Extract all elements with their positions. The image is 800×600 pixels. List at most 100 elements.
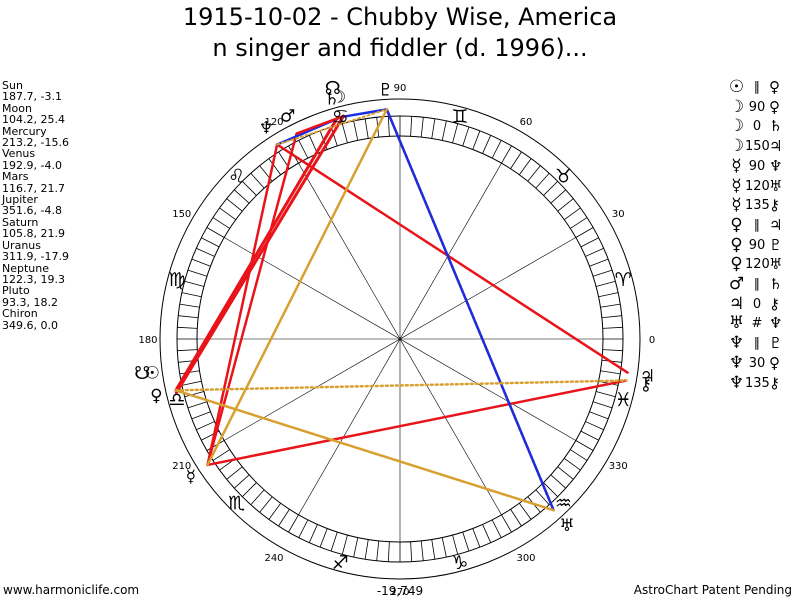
degree-tick	[206, 227, 225, 238]
aspect-row: ♀ ∥ ♃	[728, 214, 798, 236]
degree-label: 300	[516, 553, 535, 564]
degree-tick	[550, 474, 566, 489]
degree-tick	[191, 411, 211, 420]
degree-tick	[420, 540, 424, 561]
degree-tick	[234, 189, 250, 204]
outer-ring	[159, 98, 641, 580]
degree-tick	[595, 280, 616, 287]
sign-glyph-leo: ♌	[228, 166, 245, 188]
degree-tick	[278, 509, 290, 527]
degree-tick	[580, 237, 599, 248]
aspect-planet-2: ⚷	[769, 373, 780, 392]
aspect-line	[174, 116, 339, 392]
degree-tick	[184, 280, 205, 287]
planet-coords-mercury: 213.2, -15.6	[2, 136, 69, 150]
degree-tick	[308, 135, 318, 154]
degree-tick	[510, 509, 522, 527]
planet-glyph-pluto: ♇	[378, 80, 393, 100]
planet-coords-venus: 192.9, -4.0	[2, 158, 62, 172]
degree-tick	[184, 391, 205, 398]
degree-tick	[431, 118, 436, 139]
footer-patent: AstroChart Patent Pending	[633, 583, 792, 597]
planet-glyph-venus: ♀	[150, 386, 162, 406]
degree-tick	[196, 421, 215, 431]
degree-tick	[298, 140, 309, 159]
aspect-planet-1: ♆	[728, 352, 745, 373]
aspect-planet-2: ♄	[769, 275, 783, 294]
degree-tick	[226, 466, 243, 480]
degree-tick	[600, 370, 621, 375]
aspect-type: 135	[745, 198, 770, 214]
aspect-planet-2: ♇	[769, 334, 783, 353]
footer-center-value: -19,749	[376, 584, 424, 598]
aspect-type: ∥	[753, 80, 761, 95]
aspect-row: ♀ 120 ♅	[728, 255, 798, 275]
aspect-planet-2: ♃	[769, 215, 783, 234]
degree-tick	[557, 198, 574, 212]
aspect-type: 90	[748, 158, 766, 174]
chart-title-line-1: 1915-10-02 - Chubby Wise, America	[182, 3, 618, 31]
planet-name-venus: Venus	[2, 147, 36, 161]
sign-glyph-libra: ♎	[168, 389, 185, 411]
degree-tick	[181, 292, 202, 298]
degree-label: 330	[609, 461, 628, 472]
planet-glyph-chiron: ⚷	[640, 375, 652, 395]
aspect-line	[275, 143, 629, 374]
degree-tick	[431, 539, 436, 560]
degree-tick	[288, 514, 299, 533]
aspect-planet-2: ⚷	[769, 294, 780, 313]
degree-tick	[177, 326, 198, 329]
aspect-type: ∥	[753, 277, 761, 293]
aspect-planet-1: ♆	[728, 333, 745, 354]
planet-name-uranus: Uranus	[2, 238, 41, 252]
degree-tick	[589, 411, 609, 420]
degree-tick	[501, 145, 512, 164]
wheel-labels: 0 30 60 90 120 150 180 210 240 270 300 330 ♈ ♉ ♊ ♋ ♌ ♍ ♎ ♏ ♐…	[134, 78, 655, 598]
degree-tick	[441, 120, 447, 141]
degree-label: 210	[172, 461, 191, 472]
aspect-row: ♂ ∥ ♄	[728, 274, 798, 295]
footer-website: www.harmoniclife.com	[3, 583, 140, 597]
aspect-type: 30	[748, 355, 766, 371]
degree-tick	[462, 531, 470, 552]
chart-title-line-2: n singer and fiddler (d. 1996)...	[212, 34, 588, 62]
sign-glyph-cancer: ♋	[332, 106, 349, 128]
degree-tick	[482, 135, 492, 154]
degree-tick	[501, 514, 512, 533]
aspect-line	[174, 389, 555, 512]
degree-tick	[376, 540, 380, 561]
degree-tick	[178, 315, 199, 319]
aspect-planet-2: ♄	[769, 117, 783, 136]
aspect-row: ☿ 90 ♆	[728, 156, 798, 177]
aspect-planet-1: ♆	[728, 372, 745, 393]
planet-name-neptune: Neptune	[2, 261, 50, 275]
degree-tick	[298, 519, 309, 538]
aspect-type: 0	[752, 119, 762, 135]
aspect-type: #	[751, 316, 763, 332]
aspect-planet-2: ♅	[769, 255, 783, 274]
aspect-planet-1: ♀	[730, 214, 743, 235]
aspect-row: ♆ 30 ♀	[728, 352, 798, 374]
degree-tick	[482, 524, 492, 543]
degree-tick	[543, 482, 558, 497]
sign-glyph-taurus: ♉	[555, 166, 572, 188]
degree-tick	[452, 123, 459, 144]
aspect-row: ☽ 90 ♀	[728, 97, 798, 118]
aspect-type: ∥	[753, 336, 761, 352]
degree-tick	[212, 449, 230, 461]
planet-coords-moon: 104.2, 25.4	[2, 113, 65, 127]
degree-tick	[179, 303, 200, 308]
degree-label: 180	[138, 335, 157, 346]
degree-tick	[602, 349, 623, 352]
degree-tick	[181, 380, 202, 386]
aspect-planet-1: ☽	[728, 136, 745, 157]
aspect-planet-2: ♆	[769, 156, 783, 175]
degree-tick	[575, 440, 594, 451]
degree-label: 0	[649, 335, 655, 346]
degree-tick	[518, 502, 532, 520]
degree-tick	[535, 173, 550, 189]
spoke-line	[224, 237, 576, 441]
planet-name-mars: Mars	[2, 170, 29, 184]
aspect-line	[174, 114, 346, 395]
degree-tick	[602, 326, 623, 329]
